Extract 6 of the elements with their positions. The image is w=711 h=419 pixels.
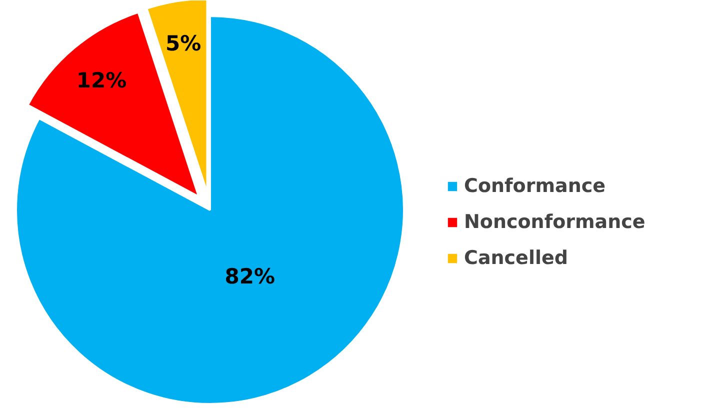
data-label: 5%	[166, 31, 202, 56]
data-label: 12%	[76, 68, 127, 93]
legend-label: Nonconformance	[464, 211, 646, 233]
legend-label: Conformance	[464, 175, 606, 197]
data-label: 82%	[224, 264, 275, 289]
legend-label: Cancelled	[464, 247, 568, 269]
